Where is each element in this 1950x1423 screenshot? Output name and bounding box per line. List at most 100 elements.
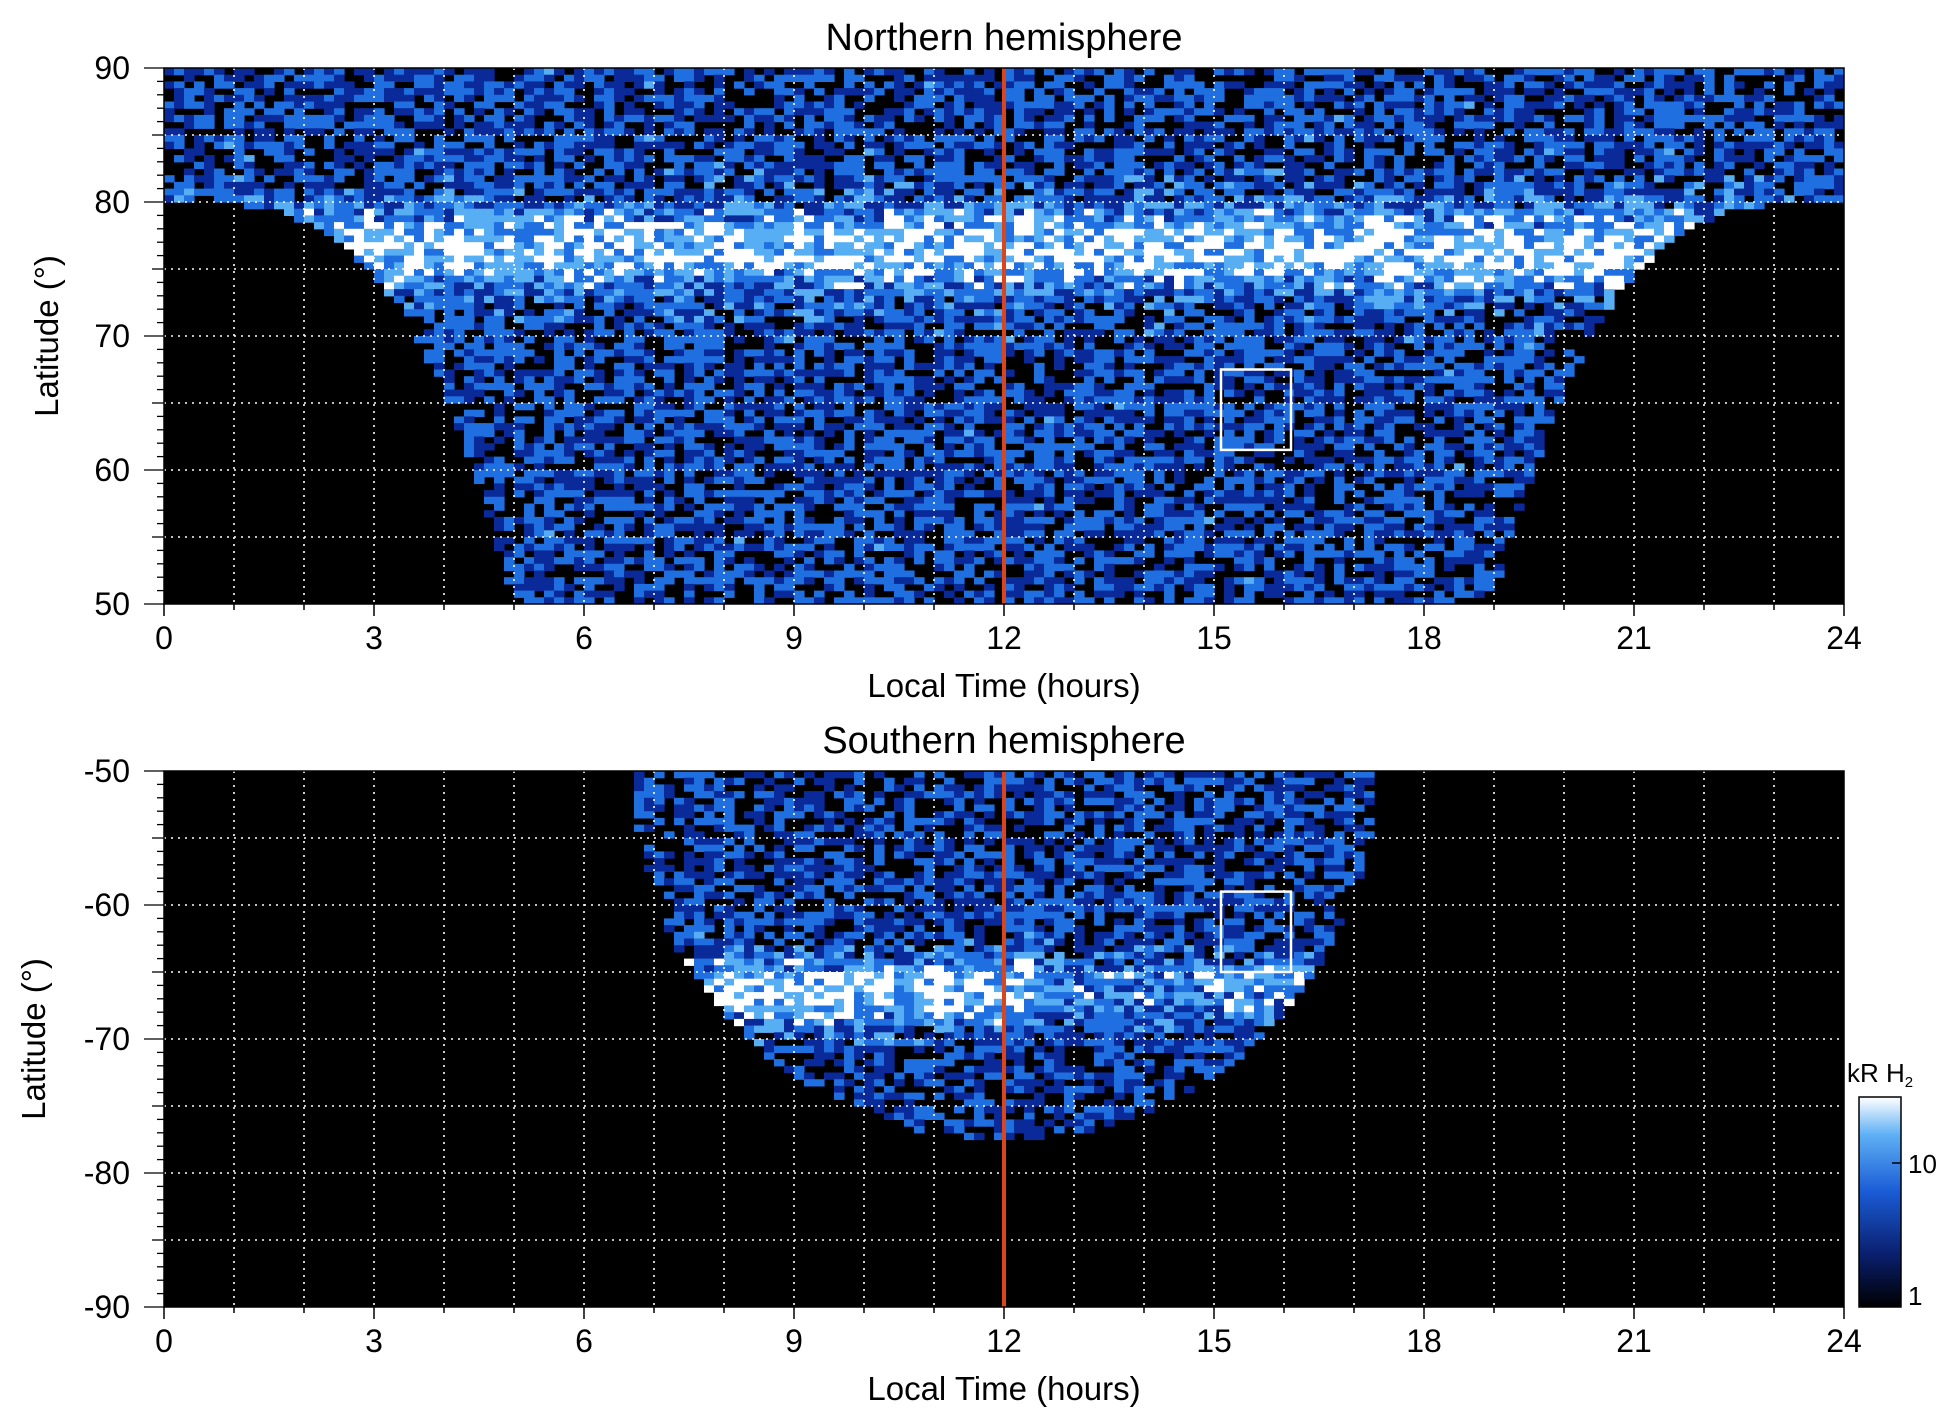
- emission-cell: [314, 74, 325, 82]
- emission-cell: [404, 275, 415, 283]
- emission-cell: [1614, 242, 1625, 250]
- emission-cell: [1664, 114, 1675, 123]
- emission-cell: [944, 195, 955, 203]
- emission-cell: [1694, 141, 1705, 149]
- emission-cell: [344, 235, 355, 243]
- emission-cell: [684, 235, 695, 243]
- emission-cell: [534, 181, 545, 190]
- emission-cell: [604, 121, 615, 129]
- emission-cell: [1354, 188, 1365, 196]
- emission-cell: [1014, 262, 1025, 270]
- emission-cell: [1624, 275, 1635, 283]
- emission-cell: [1134, 275, 1145, 283]
- emission-cell: [1074, 94, 1085, 103]
- emission-cell: [1124, 101, 1135, 109]
- emission-cell: [164, 141, 175, 149]
- emission-cell: [734, 141, 745, 149]
- emission-cell: [1074, 228, 1085, 237]
- emission-cell: [654, 168, 665, 176]
- emission-cell: [764, 228, 775, 237]
- emission-cell: [1804, 195, 1815, 203]
- emission-cell: [1014, 235, 1025, 243]
- emission-cell: [1804, 141, 1815, 149]
- emission-cell: [1534, 235, 1545, 243]
- emission-cell: [1374, 135, 1385, 143]
- emission-cell: [1534, 342, 1545, 350]
- emission-cell: [854, 248, 865, 257]
- emission-cell: [964, 349, 975, 357]
- emission-cell: [1294, 161, 1305, 170]
- emission-cell: [1374, 108, 1385, 116]
- emission-cell: [1014, 282, 1025, 290]
- emission-cell: [774, 309, 785, 317]
- emission-cell: [464, 228, 475, 237]
- emission-cell: [354, 195, 365, 203]
- emission-cell: [824, 74, 835, 82]
- emission-cell: [1264, 128, 1275, 136]
- emission-cell: [1504, 215, 1515, 223]
- emission-cell: [1074, 289, 1085, 297]
- emission-cell: [1104, 81, 1115, 89]
- emission-cell: [824, 94, 835, 103]
- emission-cell: [1064, 242, 1075, 250]
- emission-cell: [1104, 114, 1115, 123]
- emission-cell: [1074, 74, 1085, 82]
- emission-cell: [884, 262, 895, 270]
- emission-cell: [714, 195, 725, 203]
- emission-cell: [1124, 202, 1135, 210]
- emission-cell: [654, 114, 665, 123]
- emission-cell: [504, 342, 515, 350]
- emission-cell: [734, 275, 745, 283]
- emission-cell: [704, 135, 715, 143]
- emission-cell: [1424, 188, 1435, 196]
- emission-cell: [1714, 141, 1725, 149]
- emission-cell: [1264, 262, 1275, 270]
- emission-cell: [554, 282, 565, 290]
- emission-cell: [1204, 108, 1215, 116]
- emission-cell: [824, 275, 835, 283]
- emission-cell: [1464, 295, 1475, 304]
- emission-cell: [1354, 168, 1365, 176]
- emission-cell: [944, 74, 955, 82]
- emission-cell: [1284, 161, 1295, 170]
- emission-cell: [1644, 228, 1655, 237]
- emission-cell: [1374, 215, 1385, 223]
- emission-cell: [1284, 128, 1295, 136]
- emission-cell: [1684, 88, 1695, 96]
- emission-cell: [174, 114, 185, 123]
- emission-cell: [164, 114, 175, 123]
- emission-cell: [464, 242, 475, 250]
- emission-cell: [184, 68, 195, 76]
- emission-cell: [964, 248, 975, 257]
- emission-cell: [1404, 141, 1415, 149]
- emission-cell: [1264, 235, 1275, 243]
- emission-cell: [994, 202, 1005, 210]
- emission-cell: [414, 248, 425, 257]
- emission-cell: [704, 242, 715, 250]
- emission-cell: [584, 242, 595, 250]
- emission-cell: [754, 155, 765, 163]
- emission-cell: [1334, 68, 1345, 76]
- emission-cell: [1474, 282, 1485, 290]
- emission-cell: [1174, 289, 1185, 297]
- emission-cell: [1024, 295, 1035, 304]
- emission-cell: [1584, 329, 1595, 337]
- emission-cell: [1294, 88, 1305, 96]
- emission-cell: [804, 228, 815, 237]
- emission-cell: [724, 68, 735, 76]
- emission-cell: [1344, 148, 1355, 156]
- emission-cell: [564, 88, 575, 96]
- emission-cell: [954, 128, 965, 136]
- emission-cell: [1394, 262, 1405, 270]
- emission-cell: [1024, 68, 1035, 76]
- emission-cell: [364, 141, 375, 149]
- emission-cell: [194, 135, 205, 143]
- emission-cell: [494, 315, 505, 324]
- emission-cell: [1504, 101, 1515, 109]
- emission-cell: [1484, 222, 1495, 230]
- emission-cell: [1474, 342, 1485, 350]
- emission-cell: [654, 255, 665, 263]
- emission-cell: [604, 128, 615, 136]
- emission-cell: [1624, 269, 1635, 277]
- emission-cell: [1284, 74, 1295, 82]
